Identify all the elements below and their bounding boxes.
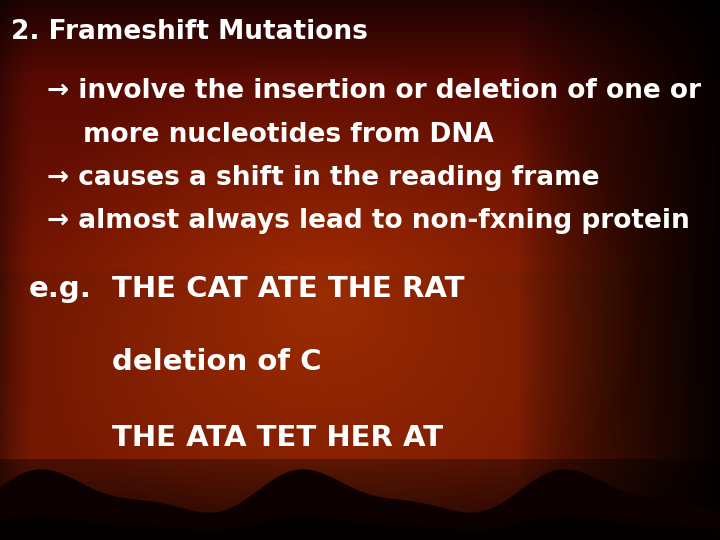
Text: → almost always lead to non-fxning protein: → almost always lead to non-fxning prote… xyxy=(47,208,690,234)
Text: e.g.: e.g. xyxy=(29,275,91,303)
Text: 2. Frameshift Mutations: 2. Frameshift Mutations xyxy=(11,19,368,45)
Text: → involve the insertion or deletion of one or: → involve the insertion or deletion of o… xyxy=(47,78,701,104)
Text: THE CAT ATE THE RAT: THE CAT ATE THE RAT xyxy=(112,275,464,303)
Text: → causes a shift in the reading frame: → causes a shift in the reading frame xyxy=(47,165,599,191)
Text: deletion of C: deletion of C xyxy=(112,348,321,376)
Text: THE ATA TET HER AT: THE ATA TET HER AT xyxy=(112,424,443,452)
Text: more nucleotides from DNA: more nucleotides from DNA xyxy=(83,122,493,147)
